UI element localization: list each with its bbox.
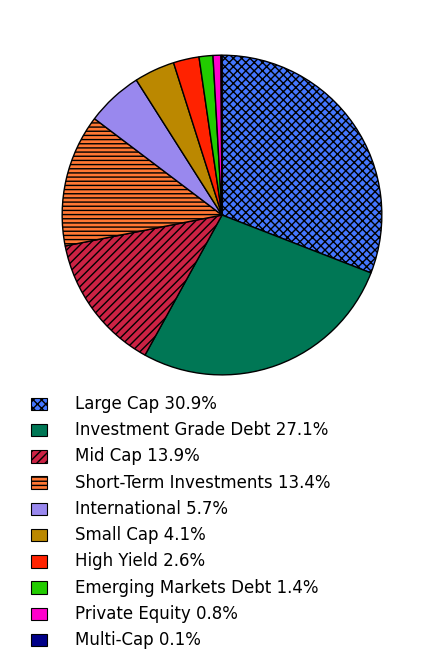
Text: Large Cap 30.9%: Large Cap 30.9% (75, 395, 218, 413)
Bar (31, 398, 47, 410)
Text: Short-Term Investments 13.4%: Short-Term Investments 13.4% (75, 474, 331, 492)
Text: High Yield 2.6%: High Yield 2.6% (75, 552, 206, 571)
Bar (31, 503, 47, 515)
Bar (31, 634, 47, 646)
Text: Emerging Markets Debt 1.4%: Emerging Markets Debt 1.4% (75, 579, 319, 597)
Text: Multi-Cap 0.1%: Multi-Cap 0.1% (75, 631, 202, 649)
Text: Private Equity 0.8%: Private Equity 0.8% (75, 605, 238, 623)
Wedge shape (221, 55, 222, 215)
Bar (31, 476, 47, 489)
Text: Mid Cap 13.9%: Mid Cap 13.9% (75, 448, 200, 466)
Wedge shape (199, 56, 222, 215)
Wedge shape (145, 215, 371, 375)
Wedge shape (213, 55, 222, 215)
Bar (31, 607, 47, 620)
Wedge shape (136, 62, 222, 215)
Bar (31, 450, 47, 463)
Bar (31, 555, 47, 568)
Wedge shape (95, 80, 222, 215)
Wedge shape (65, 215, 222, 355)
Wedge shape (222, 55, 382, 273)
Text: Investment Grade Debt 27.1%: Investment Grade Debt 27.1% (75, 421, 329, 439)
Bar (31, 424, 47, 437)
Wedge shape (174, 57, 222, 215)
Text: International 5.7%: International 5.7% (75, 500, 229, 518)
Bar (31, 581, 47, 594)
Wedge shape (62, 119, 222, 246)
Bar (31, 529, 47, 542)
Text: Small Cap 4.1%: Small Cap 4.1% (75, 526, 206, 544)
